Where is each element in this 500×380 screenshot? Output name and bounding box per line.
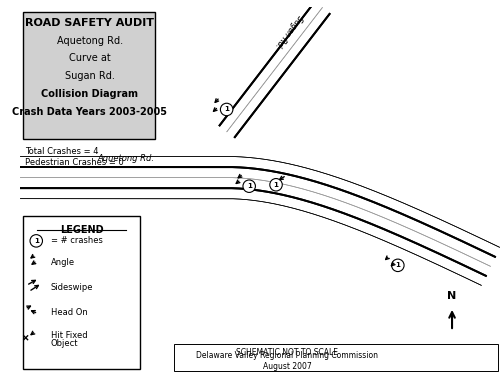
Text: LEGEND: LEGEND [60,225,104,234]
Circle shape [30,234,42,247]
Circle shape [243,180,256,192]
Text: 1: 1 [274,182,278,188]
Text: Angle: Angle [50,258,75,268]
Text: Sugan Rd.: Sugan Rd. [274,13,304,49]
Circle shape [392,259,404,272]
Text: Crash Data Years 2003-2005: Crash Data Years 2003-2005 [12,107,168,117]
Circle shape [270,179,282,191]
Text: ROAD SAFETY AUDIT: ROAD SAFETY AUDIT [26,18,154,28]
FancyBboxPatch shape [174,344,498,371]
FancyBboxPatch shape [23,12,154,139]
Text: Total Crashes = 4
Pedestrian Crashes = 0: Total Crashes = 4 Pedestrian Crashes = 0 [25,147,124,167]
FancyBboxPatch shape [23,216,140,369]
Text: N: N [448,291,456,301]
Text: 1: 1 [224,106,229,112]
Text: Curve at: Curve at [69,53,111,63]
Text: Object: Object [50,339,78,348]
Text: Delaware Valley Regional Planning Commission
August 2007: Delaware Valley Regional Planning Commis… [196,351,378,370]
Text: = # crashes: = # crashes [50,236,102,245]
Text: Sideswipe: Sideswipe [50,283,93,292]
Text: Hit Fixed: Hit Fixed [50,331,88,340]
Text: Aquetong Rd.: Aquetong Rd. [57,36,123,46]
Text: 1: 1 [396,262,400,268]
Polygon shape [198,103,270,194]
Text: 1: 1 [34,238,38,244]
Text: Head On: Head On [50,308,88,317]
Text: 1: 1 [246,183,252,189]
Text: Aquetong Rd.: Aquetong Rd. [98,154,154,163]
Text: Sugan Rd.: Sugan Rd. [65,71,115,81]
Text: SCHEMATIC NOT TO SCALE: SCHEMATIC NOT TO SCALE [236,348,338,357]
Text: Collision Diagram: Collision Diagram [42,89,138,99]
Circle shape [220,103,233,116]
